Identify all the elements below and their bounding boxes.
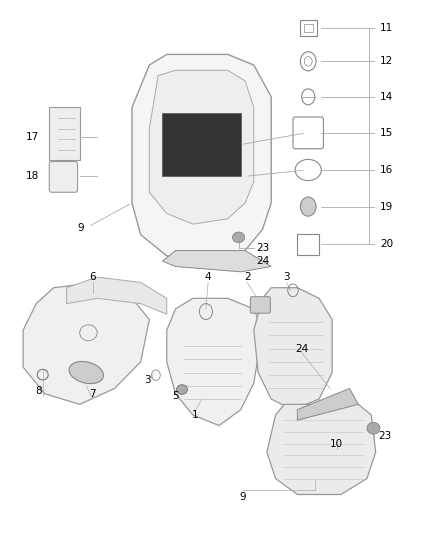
Text: 7: 7 xyxy=(89,389,96,399)
Text: 9: 9 xyxy=(240,492,246,502)
Text: 14: 14 xyxy=(380,92,393,102)
Circle shape xyxy=(300,197,316,216)
Text: 24: 24 xyxy=(256,256,269,266)
Ellipse shape xyxy=(69,361,103,384)
Text: 19: 19 xyxy=(380,201,393,212)
Polygon shape xyxy=(297,389,358,420)
Text: 12: 12 xyxy=(380,56,393,66)
Polygon shape xyxy=(132,54,271,266)
Polygon shape xyxy=(254,288,332,410)
Text: 18: 18 xyxy=(25,172,39,181)
Bar xyxy=(162,113,241,176)
Text: 15: 15 xyxy=(380,128,393,138)
Text: 24: 24 xyxy=(295,344,308,354)
Polygon shape xyxy=(149,70,254,224)
Text: 10: 10 xyxy=(330,439,343,449)
Bar xyxy=(304,24,313,32)
Text: 5: 5 xyxy=(172,391,179,401)
Bar xyxy=(300,20,317,36)
Text: 6: 6 xyxy=(89,272,96,282)
Text: 8: 8 xyxy=(35,386,42,396)
Text: 4: 4 xyxy=(205,272,212,282)
Ellipse shape xyxy=(233,232,245,243)
Text: 23: 23 xyxy=(256,243,269,253)
Text: 16: 16 xyxy=(380,165,393,175)
Text: 11: 11 xyxy=(380,23,393,33)
Text: 3: 3 xyxy=(283,272,290,282)
Polygon shape xyxy=(162,251,271,272)
Text: 20: 20 xyxy=(380,239,393,249)
Ellipse shape xyxy=(177,385,187,394)
Text: 3: 3 xyxy=(144,375,151,385)
Text: 23: 23 xyxy=(378,431,391,441)
Text: 17: 17 xyxy=(25,132,39,142)
Bar xyxy=(49,108,80,160)
Polygon shape xyxy=(167,298,262,425)
Text: 1: 1 xyxy=(192,410,198,420)
Bar xyxy=(297,233,319,255)
Polygon shape xyxy=(67,277,167,314)
Polygon shape xyxy=(23,282,149,405)
Text: 9: 9 xyxy=(78,223,84,233)
Ellipse shape xyxy=(367,422,380,434)
FancyBboxPatch shape xyxy=(49,161,78,192)
FancyBboxPatch shape xyxy=(251,297,270,313)
Polygon shape xyxy=(267,405,376,495)
Text: 2: 2 xyxy=(244,272,251,282)
